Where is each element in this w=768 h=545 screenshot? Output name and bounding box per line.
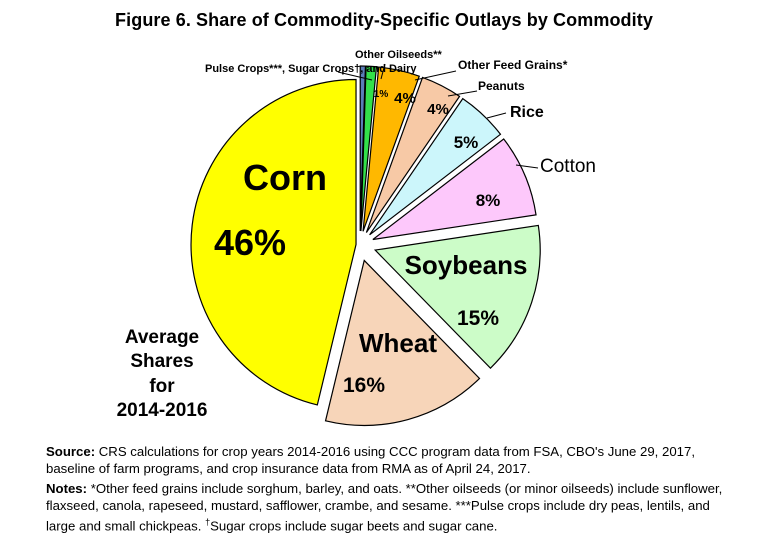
slice-label-rice: Rice <box>510 104 544 121</box>
slice-value-wheat: 16% <box>343 374 385 397</box>
slice-value-soybeans: 15% <box>457 307 499 330</box>
annotation-line: Shares <box>130 351 193 372</box>
leader-line-rice <box>486 112 507 119</box>
pie-slice-soybeans <box>373 224 541 369</box>
notes-text: *Other feed grains include sorghum, barl… <box>46 481 723 534</box>
slice-label-other-oilseeds: Other Oilseeds** <box>355 49 443 61</box>
slice-label-soybeans: Soybeans <box>405 250 528 280</box>
annotation-line: Average <box>125 327 199 348</box>
chart-title: Figure 6. Share of Commodity-Specific Ou… <box>115 10 653 30</box>
notes-label: Notes: <box>46 481 88 496</box>
pie-slice-wheat <box>324 259 481 427</box>
source-text: CRS calculations for crop years 2014-201… <box>46 444 696 476</box>
slice-value-other-feed-grains: 4% <box>394 90 416 107</box>
sugar-text: Sugar crops include sugar beets and suga… <box>210 518 498 534</box>
slice-value-other-oilseeds: 1% <box>374 89 389 100</box>
chart-footer: Source: CRS calculations for crop years … <box>46 443 736 537</box>
slice-value-rice: 5% <box>454 133 479 152</box>
source-note: Source: CRS calculations for crop years … <box>46 443 736 477</box>
slice-label-cotton: Cotton <box>540 156 596 177</box>
slice-value-cotton: 8% <box>476 191 501 210</box>
leader-line-pulse-crops-sugar-crops-and-dairy <box>337 71 373 81</box>
leader-line-other-feed-grains <box>414 70 457 81</box>
leader-line-other-oilseeds <box>380 63 386 80</box>
annotation-line: for <box>149 376 175 397</box>
pie-slice-peanuts <box>365 76 461 233</box>
slice-label-pulse-crops-sugar-crops-and-dairy: Pulse Crops***, Sugar Crops†, and Dairy <box>205 63 417 75</box>
pie-slice-corn <box>190 78 357 406</box>
pie-slice-other-oilseeds <box>360 65 378 232</box>
leader-line-cotton <box>515 164 539 169</box>
pie-slice-cotton <box>372 138 537 241</box>
sugar-dagger: † <box>205 517 211 527</box>
slice-label-other-feed-grains: Other Feed Grains* <box>458 58 568 72</box>
notes: Notes: *Other feed grains include sorghu… <box>46 480 736 534</box>
pie-slice-rice <box>369 97 502 236</box>
slice-label-corn: Corn <box>243 157 327 198</box>
slice-value-peanuts: 4% <box>427 101 449 118</box>
slice-label-peanuts: Peanuts <box>478 79 525 93</box>
slice-label-wheat: Wheat <box>359 328 437 358</box>
annotation-line: 2014-2016 <box>117 400 208 421</box>
source-label: Source: <box>46 444 96 459</box>
pie-chart: Pulse Crops***, Sugar Crops†, and Dairy O… <box>117 49 596 427</box>
slice-value-corn: 46% <box>214 222 286 263</box>
pie-slice-pulse-crops-sugar-crops-and-dairy <box>359 65 367 232</box>
leader-line-peanuts <box>447 90 478 97</box>
pie-slice-other-feed-grains <box>362 66 420 232</box>
